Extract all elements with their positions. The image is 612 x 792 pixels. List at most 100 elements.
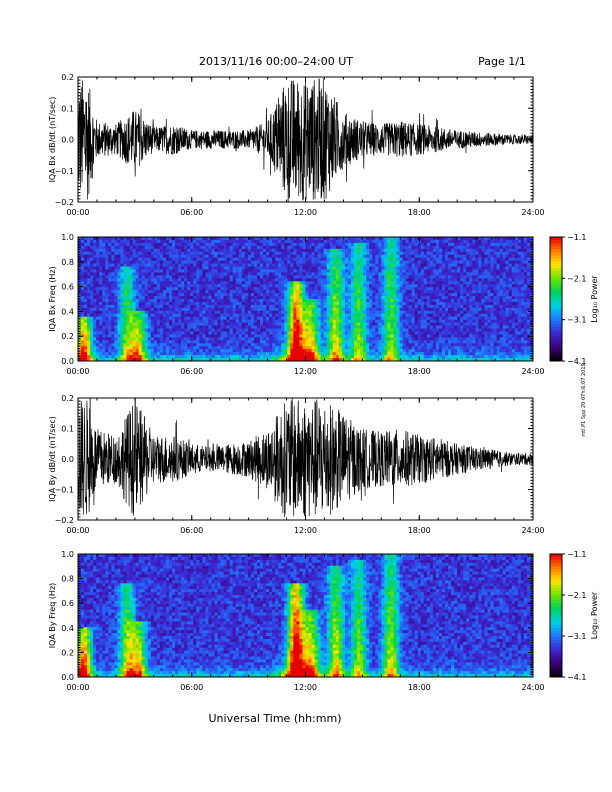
- heat-cell: [117, 349, 121, 353]
- heat-cell: [363, 237, 367, 241]
- heat-cell: [341, 325, 346, 329]
- heat-cell: [241, 349, 246, 353]
- heat-cell: [208, 310, 212, 315]
- heat-cell: [302, 343, 306, 347]
- heat-cell: [153, 281, 158, 285]
- heat-cell: [196, 257, 200, 262]
- heat-cell: [354, 349, 358, 353]
- heat-cell: [232, 346, 237, 350]
- heat-cell: [408, 355, 413, 359]
- heat-cell: [238, 313, 243, 318]
- heat-cell: [214, 257, 218, 262]
- heat-cell: [102, 266, 106, 270]
- heat-cell: [347, 281, 352, 285]
- heat-cell: [153, 349, 158, 353]
- heat-cell: [269, 257, 273, 262]
- heat-cell: [260, 340, 264, 344]
- heat-cell: [414, 352, 419, 356]
- heat-cell: [144, 287, 149, 291]
- heat-cell: [84, 242, 88, 247]
- heat-cell: [108, 242, 112, 247]
- heat-cell: [208, 266, 212, 270]
- heat-cell: [326, 316, 331, 321]
- heat-cell: [332, 352, 337, 356]
- heat-cell: [387, 319, 391, 324]
- heat-cell: [275, 278, 279, 282]
- heat-cell: [223, 337, 228, 341]
- heat-cell: [290, 237, 294, 241]
- heat-cell: [175, 307, 179, 312]
- heat-cell: [363, 287, 367, 291]
- heat-cell: [108, 281, 112, 285]
- heat-cell: [126, 328, 130, 332]
- heat-cell: [266, 325, 270, 329]
- heat-cell: [302, 328, 306, 332]
- heat-cell: [317, 284, 322, 288]
- heat-cell: [223, 343, 228, 347]
- heat-cell: [293, 352, 297, 356]
- heat-cell: [332, 239, 337, 244]
- heat-cell: [314, 260, 319, 264]
- heat-cell: [202, 316, 206, 321]
- heat-cell: [338, 245, 343, 250]
- heat-cell: [363, 284, 367, 288]
- heat-cell: [275, 245, 279, 250]
- heat-cell: [272, 304, 276, 309]
- heat-cell: [214, 245, 218, 250]
- heat-cell: [172, 301, 176, 306]
- heat-cell: [147, 245, 152, 250]
- heat-cell: [162, 316, 167, 321]
- heat-cell: [93, 293, 97, 297]
- heat-cell: [284, 251, 288, 256]
- heat-cell: [317, 242, 322, 247]
- heat-cell: [326, 266, 331, 270]
- heat-cell: [123, 343, 127, 347]
- heat-cell: [360, 313, 364, 318]
- heat-cell: [99, 242, 103, 247]
- heat-cell: [402, 269, 406, 273]
- heat-cell: [311, 293, 315, 297]
- heat-cell: [196, 343, 200, 347]
- heat-cell: [153, 355, 158, 359]
- heat-cell: [247, 296, 252, 300]
- heat-cell: [175, 301, 179, 306]
- heat-cell: [229, 307, 234, 312]
- heat-cell: [305, 331, 309, 335]
- heat-cell: [117, 334, 121, 338]
- heat-cell: [311, 355, 315, 359]
- heat-cell: [402, 331, 406, 335]
- heat-cell: [169, 269, 173, 273]
- heat-cell: [138, 272, 143, 276]
- heat-cell: [423, 325, 428, 329]
- heat-cell: [162, 301, 167, 306]
- heat-cell: [263, 278, 267, 282]
- heat-cell: [78, 269, 82, 273]
- heat-cell: [420, 257, 425, 262]
- heat-cell: [138, 322, 143, 326]
- heat-cell: [102, 343, 106, 347]
- heat-cell: [275, 343, 279, 347]
- heat-cell: [266, 313, 270, 318]
- heat-cell: [320, 269, 325, 273]
- heat-cell: [284, 319, 288, 324]
- heat-cell: [247, 310, 252, 315]
- heat-cell: [293, 284, 297, 288]
- heat-cell: [81, 296, 85, 300]
- heat-cell: [390, 358, 394, 362]
- heat-cell: [278, 325, 282, 329]
- heat-cell: [241, 310, 246, 315]
- heat-cell: [344, 239, 349, 244]
- heat-cell: [138, 349, 143, 353]
- heat-cell: [366, 301, 370, 306]
- heat-cell: [250, 325, 255, 329]
- heat-cell: [153, 293, 158, 297]
- heat-cell: [420, 346, 425, 350]
- heat-cell: [329, 328, 334, 332]
- heat-cell: [187, 313, 191, 318]
- heat-cell: [417, 272, 422, 276]
- heat-cell: [129, 301, 133, 306]
- heat-cell: [405, 355, 410, 359]
- heat-cell: [387, 278, 391, 282]
- heat-cell: [263, 263, 267, 267]
- heat-cell: [196, 337, 200, 341]
